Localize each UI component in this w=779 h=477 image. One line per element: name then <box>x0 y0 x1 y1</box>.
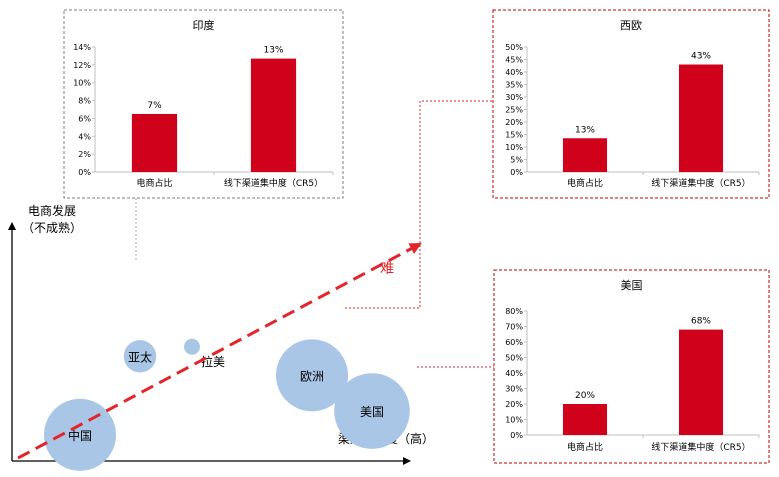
category-label: 电商占比 <box>136 177 172 189</box>
bubble-4 <box>334 373 410 449</box>
y-tick-label: 60% <box>505 338 523 347</box>
difficulty-label: 难 <box>380 261 394 277</box>
y-tick-label: 35% <box>505 81 523 90</box>
panel-border <box>63 9 344 199</box>
panel-title: 美国 <box>621 279 643 292</box>
bar-panel-2: 西欧 0% 5% 10% 15% 20% 25% 30% 35% 40% 45% 50% 13% 电商占比… <box>492 9 770 199</box>
bubble-3 <box>276 339 348 412</box>
bar <box>250 58 297 172</box>
difficulty-trend-arrow <box>17 242 422 460</box>
y-tick-label: 80% <box>505 307 523 316</box>
y-tick-label: 14% <box>73 43 91 52</box>
y-tick-label: 10% <box>505 416 523 425</box>
bar <box>562 404 608 435</box>
panel-border <box>493 269 770 464</box>
bubble-2 <box>184 338 200 355</box>
bar-data-label: 20% <box>575 391 595 401</box>
y-tick-label: 40% <box>505 68 523 77</box>
y-tick-label: 0% <box>78 168 91 177</box>
bubble-label-0: 中国 <box>68 428 92 443</box>
category-label: 电商占比 <box>567 441 603 453</box>
bar <box>678 64 724 172</box>
y-tick-label: 0% <box>510 168 523 177</box>
bar-data-label: 13% <box>263 46 283 56</box>
y-tick-label: 20% <box>505 118 523 127</box>
bubble-1 <box>123 340 157 373</box>
y-tick-label: 2% <box>78 150 91 159</box>
y-tick-label: 70% <box>505 323 523 332</box>
y-tick-label: 30% <box>505 385 523 394</box>
category-label: 线下渠道集中度（CR5） <box>651 441 750 453</box>
panel-border <box>492 9 770 199</box>
y-tick-label: 12% <box>73 61 91 70</box>
bubble-label-3: 欧洲 <box>300 369 324 383</box>
y-tick-label: 30% <box>505 93 523 102</box>
bubble-label-4: 美国 <box>360 405 384 419</box>
y-tick-label: 20% <box>505 400 523 409</box>
category-label: 电商占比 <box>567 177 603 189</box>
bar-data-label: 68% <box>691 317 711 327</box>
y-tick-label: 40% <box>505 369 523 378</box>
y-tick-label: 8% <box>78 97 91 106</box>
panel-title: 印度 <box>193 18 215 32</box>
bar-chart-panels: 印度 0% 2% 4% 6% 8% 10% 12% 14% 7% 电商占比 13% 线下渠道集中度（CR… <box>63 9 770 464</box>
bubble-label-2: 拉美 <box>201 354 225 369</box>
bar-panel-1: 印度 0% 2% 4% 6% 8% 10% 12% 14% 7% 电商占比 13% 线下渠道集中度（CR… <box>63 9 344 199</box>
bar-data-label: 13% <box>575 125 595 135</box>
category-label: 线下渠道集中度（CR5） <box>224 177 323 189</box>
connector-europe <box>345 100 493 309</box>
bar <box>562 138 608 172</box>
y-tick-label: 50% <box>505 354 523 363</box>
bar <box>678 329 724 435</box>
y-tick-label: 0% <box>510 431 523 440</box>
y-tick-label: 15% <box>505 131 523 140</box>
y-tick-label: 50% <box>505 43 523 52</box>
y-tick-label: 5% <box>510 156 523 165</box>
y-tick-label: 25% <box>505 106 523 115</box>
bar-data-label: 7% <box>147 101 162 111</box>
y-tick-label: 6% <box>78 114 91 123</box>
y-tick-label: 45% <box>505 56 523 65</box>
panel-title: 西欧 <box>620 19 642 32</box>
bubble-label-1: 亚太 <box>128 349 152 364</box>
bar <box>131 113 178 172</box>
bar-panel-3: 美国 0% 10% 20% 30% 40% 50% 60% 70% 80% 20% 电商占比 68% 线下… <box>493 269 770 464</box>
y-tick-label: 10% <box>505 143 523 152</box>
y-tick-label: 10% <box>73 79 91 88</box>
bar-data-label: 43% <box>691 52 711 62</box>
y-axis-label-line2: （不成熟） <box>22 220 82 235</box>
y-tick-label: 4% <box>78 132 91 141</box>
y-axis-label-line1: 电商发展 <box>28 203 76 218</box>
category-label: 线下渠道集中度（CR5） <box>651 177 750 189</box>
